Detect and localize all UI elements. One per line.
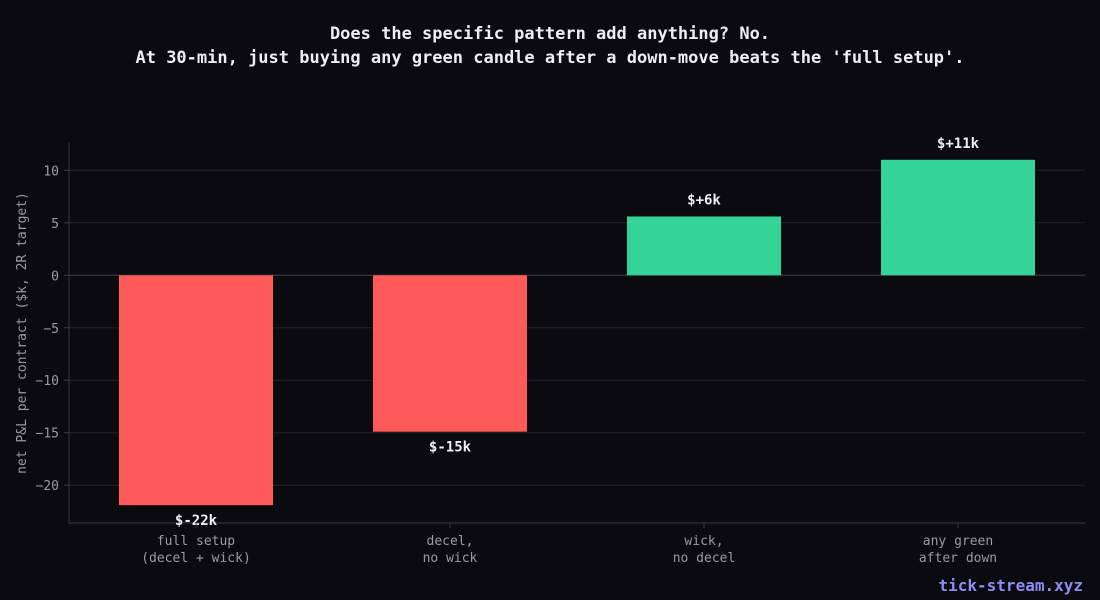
x-tick-label: no decel bbox=[673, 551, 736, 566]
x-tick-label: decel, bbox=[427, 534, 474, 549]
data-label: $+11k bbox=[937, 136, 980, 152]
y-tick-label: −20 bbox=[36, 479, 59, 494]
x-tick-label: any green bbox=[923, 534, 993, 549]
y-tick-label: −5 bbox=[43, 322, 59, 337]
chart-title-line-1: Does the specific pattern add anything? … bbox=[329, 24, 771, 44]
x-tick-label: no wick bbox=[423, 551, 478, 566]
data-label: $-22k bbox=[175, 513, 218, 529]
bar bbox=[627, 216, 781, 276]
y-tick-label: −10 bbox=[36, 374, 59, 389]
bar bbox=[373, 275, 527, 432]
chart-title-line-2: At 30-min, just buying any green candle … bbox=[135, 48, 965, 68]
data-label: $+6k bbox=[687, 192, 721, 208]
data-labels: $-22k $-15k $+6k $+11k bbox=[175, 136, 980, 529]
y-tick-label: 10 bbox=[43, 164, 59, 179]
x-ticks: full setup (decel + wick) decel, no wick wic… bbox=[141, 523, 997, 566]
bar bbox=[119, 275, 273, 506]
x-tick-label: full setup bbox=[157, 534, 235, 549]
y-axis-label: net P&L per contract ($k, 2R target) bbox=[15, 192, 30, 474]
y-ticks: 10 5 0 −5 −10 −15 −20 bbox=[36, 164, 69, 494]
y-tick-label: 5 bbox=[51, 217, 59, 232]
y-tick-label: −15 bbox=[36, 427, 59, 442]
x-tick-label: after down bbox=[919, 551, 997, 566]
watermark: tick-stream.xyz bbox=[938, 576, 1084, 595]
bars bbox=[119, 159, 1035, 506]
bar bbox=[881, 159, 1035, 276]
x-tick-label: (decel + wick) bbox=[141, 551, 251, 566]
data-label: $-15k bbox=[429, 440, 472, 456]
x-tick-label: wick, bbox=[684, 534, 723, 549]
y-tick-label: 0 bbox=[51, 269, 59, 284]
